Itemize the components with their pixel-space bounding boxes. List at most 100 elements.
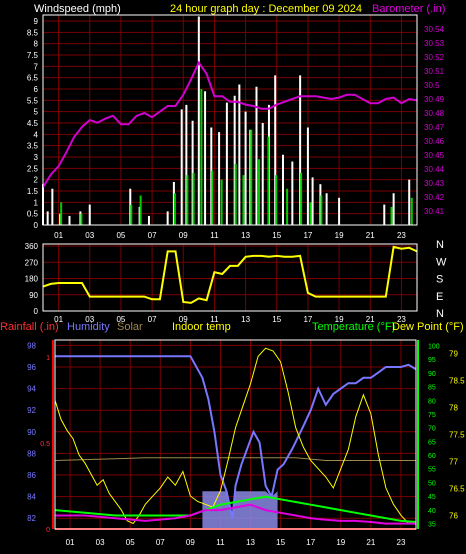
panel1-frame xyxy=(42,14,418,226)
barometer-axis-label: Barometer (.in) xyxy=(372,3,445,15)
temperature-line xyxy=(54,495,417,523)
humidity-tick-label: 98 xyxy=(27,341,36,350)
hour-label: 09 xyxy=(179,231,188,240)
hour-label: 09 xyxy=(186,538,195,547)
humidity-tick-label: 84 xyxy=(27,493,36,502)
hour-label: 03 xyxy=(85,315,94,324)
hour-label: 11 xyxy=(210,231,219,240)
hour-label: 01 xyxy=(54,315,63,324)
indoor-tick-label: 95 xyxy=(428,357,436,364)
indoor-tick-label: 50 xyxy=(428,480,436,487)
humidity-tick-label: 88 xyxy=(27,449,36,458)
indoor-tick-label: 75 xyxy=(428,412,436,419)
humidity-label: Humidity xyxy=(67,321,110,333)
barometer-tick-label: 30.42 xyxy=(424,193,445,202)
direction-tick-labels: 0 90 180 270 360 xyxy=(25,242,39,316)
temperature-tick-label: 79 xyxy=(449,350,458,359)
windspeed-tick-labels: 0 0.5 1 1.5 2 2.5 3 3.5 4 4.5 5 5.5 6 6.5 7 7.5 8 8.5 9 xyxy=(27,17,39,230)
humidity-area xyxy=(202,491,278,529)
rainfall-tick-label: 1 xyxy=(46,355,50,362)
humidity-tick-label: 82 xyxy=(27,514,36,523)
barometer-tick-label: 30.47 xyxy=(424,123,445,132)
panel1-grid xyxy=(43,15,417,226)
indoor-tick-label: 100 xyxy=(428,343,440,350)
wind-barometer-panel: 0 0.5 1 1.5 2 2.5 3 3.5 4 4.5 5 5.5 6 6.5 7 7.5 8 8.5 9 30… xyxy=(27,14,445,240)
hour-label: 21 xyxy=(366,231,375,240)
hour-label: 19 xyxy=(335,231,344,240)
hour-label: 05 xyxy=(126,538,135,547)
barometer-tick-label: 30.53 xyxy=(424,39,445,48)
windspeed-tick-label: 2.5 xyxy=(27,164,39,173)
humidity-tick-label: 92 xyxy=(27,406,36,415)
hour-label: 07 xyxy=(148,231,157,240)
barometer-tick-labels: 30.41 30.42 30.43 30.44 30.45 30.46 30.47 30.48… xyxy=(424,25,445,216)
temperature-tick-labels: 76 76.5 77 77.5 78 78.5 79 xyxy=(449,350,465,521)
windspeed-tick-label: 4.5 xyxy=(27,119,39,128)
windspeed-tick-label: 8 xyxy=(34,40,39,49)
humidity-tick-labels: 82 84 86 88 90 92 94 96 98 xyxy=(27,341,36,523)
wind-direction-line xyxy=(42,245,418,304)
indoor-tick-label: 35 xyxy=(428,522,436,529)
indoor-tick-label: 55 xyxy=(428,467,436,474)
windspeed-tick-label: 5.5 xyxy=(27,96,39,105)
windspeed-tick-label: 1.5 xyxy=(27,187,39,196)
rainfall-label: Rainfall (.in) xyxy=(0,321,59,333)
windspeed-tick-label: 3 xyxy=(34,153,39,162)
hour-label: 01 xyxy=(66,538,75,547)
humidity-tick-label: 90 xyxy=(27,428,36,437)
hour-label: 21 xyxy=(366,315,375,324)
hour-label: 17 xyxy=(303,315,312,324)
hour-label: 13 xyxy=(241,315,250,324)
direction-tick-label: 360 xyxy=(25,242,39,251)
hour-label: 07 xyxy=(148,315,157,324)
panel3-hour-labels: 01 03 05 07 09 11 13 15 17 19 21 23 xyxy=(66,538,406,547)
barometer-tick-label: 30.46 xyxy=(424,137,445,146)
hour-label: 07 xyxy=(156,538,165,547)
hour-label: 19 xyxy=(335,315,344,324)
panel1-hour-labels: 01 03 05 07 09 11 13 15 17 19 21 23 xyxy=(54,231,406,240)
hour-label: 05 xyxy=(116,231,125,240)
barometer-tick-label: 30.44 xyxy=(424,165,445,174)
indoor-tick-label: 90 xyxy=(428,371,436,378)
hour-label: 17 xyxy=(306,538,315,547)
hour-label: 15 xyxy=(276,538,285,547)
windspeed-tick-label: 0 xyxy=(34,221,39,230)
hour-label: 15 xyxy=(272,315,281,324)
indoor-tick-label: 85 xyxy=(428,385,436,392)
windspeed-axis-label: Windspeed (mph) xyxy=(34,3,121,15)
direction-tick-label: 270 xyxy=(25,258,39,267)
panel3-frame xyxy=(54,339,417,530)
temperature-tick-label: 77.5 xyxy=(449,431,465,440)
temperature-label: Temperature (°F) xyxy=(312,321,395,333)
direction-tick-label: 180 xyxy=(25,275,39,284)
indoor-tick-label: 40 xyxy=(428,508,436,515)
hour-label: 13 xyxy=(241,231,250,240)
hour-label: 05 xyxy=(116,315,125,324)
hour-label: 11 xyxy=(216,538,225,547)
barometer-tick-label: 30.48 xyxy=(424,109,445,118)
indoor-tick-label: 45 xyxy=(428,494,436,501)
windspeed-tick-label: 8.5 xyxy=(27,28,39,37)
solar-label: Solar xyxy=(117,321,143,333)
barometer-tick-label: 30.41 xyxy=(424,207,445,216)
indoor-tick-labels: 35 40 45 50 55 60 65 70 75 80 85 90 95 100 xyxy=(428,343,440,528)
temperature-tick-label: 76 xyxy=(449,512,458,521)
windspeed-tick-label: 2 xyxy=(34,176,39,185)
hour-label: 23 xyxy=(397,315,406,324)
windspeed-tick-label: 9 xyxy=(34,17,39,26)
indoor-tick-label: 80 xyxy=(428,398,436,405)
windspeed-tick-label: 4 xyxy=(34,130,39,139)
chart-title: 24 hour graph day : December 09 2024 xyxy=(170,3,362,15)
temperature-tick-label: 76.5 xyxy=(449,485,465,494)
rainfall-tick-labels: 00.51 xyxy=(40,355,50,534)
hour-label: 13 xyxy=(246,538,255,547)
hour-label: 23 xyxy=(397,538,406,547)
hour-label: 03 xyxy=(96,538,105,547)
indoor-tick-label: 65 xyxy=(428,439,436,446)
windspeed-tick-label: 5 xyxy=(34,108,39,117)
panel2-hour-labels: 01 03 05 07 09 11 13 15 17 19 21 23 xyxy=(54,315,406,324)
windspeed-tick-label: 0.5 xyxy=(27,210,39,219)
